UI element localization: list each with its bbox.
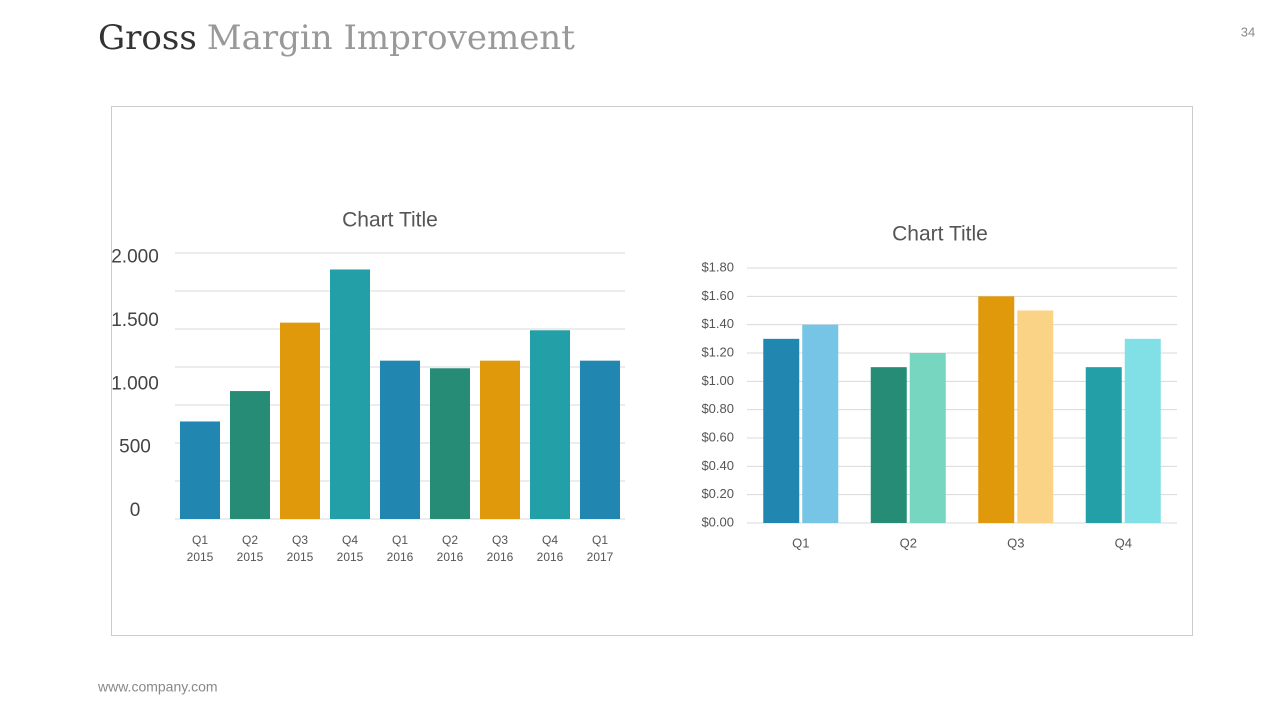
bar — [1124, 338, 1161, 523]
bar — [430, 368, 470, 519]
bar — [763, 338, 800, 523]
x-tick-label-line: Q3 — [292, 533, 308, 547]
bar — [330, 269, 370, 519]
y-tick-label: $0.60 — [701, 429, 734, 444]
x-tick-label: Q3 2016 — [487, 533, 514, 564]
bar — [1017, 310, 1054, 523]
y-tick-label: $0.00 — [701, 514, 734, 529]
bar — [230, 391, 270, 519]
y-tick-label: $0.20 — [701, 486, 734, 501]
x-tick-label-line: 2015 — [287, 550, 314, 564]
bar — [870, 367, 907, 523]
page-number: 34 — [1241, 24, 1255, 39]
y-tick-label: $1.20 — [701, 344, 734, 359]
x-tick-label: Q3 — [1007, 535, 1024, 550]
x-tick-label-line: Q1 — [192, 533, 208, 547]
bar — [580, 360, 620, 519]
bar — [180, 421, 220, 519]
x-tick-label-line: 2017 — [587, 550, 614, 564]
y-tick-label: 1.500 — [111, 310, 159, 331]
x-tick-label: Q2 2016 — [437, 533, 464, 564]
x-tick-label-line: 2016 — [537, 550, 564, 564]
bar — [280, 322, 320, 519]
bar — [909, 353, 946, 523]
chart-title: Chart Title — [342, 209, 438, 232]
title-first: Gross — [98, 18, 197, 58]
x-tick-label: Q4 2015 — [337, 533, 364, 564]
bar — [802, 324, 839, 523]
x-tick-label-line: Q4 — [342, 533, 358, 547]
y-tick-label: 500 — [119, 437, 151, 458]
x-tick-label-line: 2015 — [237, 550, 264, 564]
y-tick-label: $0.40 — [701, 458, 734, 473]
x-tick-label: Q4 2016 — [537, 533, 564, 564]
y-tick-label: $0.80 — [701, 401, 734, 416]
x-tick-label-line: 2015 — [337, 550, 364, 564]
x-tick-label-line: 2016 — [437, 550, 464, 564]
y-tick-label: $1.60 — [701, 288, 734, 303]
bar — [1085, 367, 1122, 523]
bar — [480, 360, 520, 519]
x-tick-label: Q1 2016 — [387, 533, 414, 564]
y-tick-label: $1.80 — [701, 259, 734, 274]
chart-frame — [111, 106, 1193, 636]
x-tick-label-line: Q2 — [242, 533, 258, 547]
x-tick-label: Q1 2015 — [187, 533, 214, 564]
y-tick-label: 0 — [130, 500, 141, 521]
x-tick-label-line: 2016 — [387, 550, 414, 564]
y-tick-label: 2.000 — [111, 247, 159, 268]
title-rest: Margin Improvement — [207, 18, 575, 58]
y-tick-label: 1.000 — [111, 373, 159, 394]
x-tick-label-line: 2015 — [187, 550, 214, 564]
x-tick-label-line: 2016 — [487, 550, 514, 564]
y-tick-label: $1.00 — [701, 373, 734, 388]
x-tick-label: Q2 2015 — [237, 533, 264, 564]
x-tick-label-line: Q3 — [492, 533, 508, 547]
x-tick-label-line: Q2 — [442, 533, 458, 547]
x-tick-label: Q2 — [900, 535, 917, 550]
x-tick-label-line: Q1 — [392, 533, 408, 547]
x-tick-label: Q3 2015 — [287, 533, 314, 564]
x-tick-label: Q1 2017 — [587, 533, 614, 564]
y-tick-label: $1.40 — [701, 316, 734, 331]
chart-title: Chart Title — [892, 223, 988, 246]
x-tick-label-line: Q1 — [592, 533, 608, 547]
x-tick-label: Q1 — [792, 535, 809, 550]
bar — [978, 296, 1015, 523]
x-tick-label: Q4 — [1115, 535, 1132, 550]
slide-title: Gross Margin Improvement — [98, 18, 575, 58]
bar — [380, 360, 420, 519]
bar — [530, 330, 570, 519]
footer: www.company.com — [97, 679, 218, 695]
x-tick-label-line: Q4 — [542, 533, 558, 547]
